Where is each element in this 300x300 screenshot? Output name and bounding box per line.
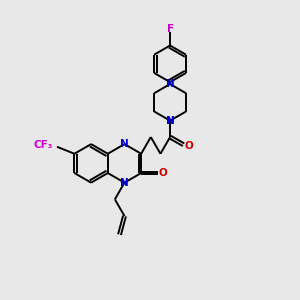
Text: N: N [120,139,129,149]
Text: N: N [120,178,129,188]
Text: N: N [166,79,175,89]
Text: O: O [184,141,193,151]
Text: N: N [166,116,175,126]
Text: CF₃: CF₃ [34,140,53,151]
Text: O: O [158,168,167,178]
Text: N: N [166,116,175,126]
Text: F: F [167,24,174,34]
